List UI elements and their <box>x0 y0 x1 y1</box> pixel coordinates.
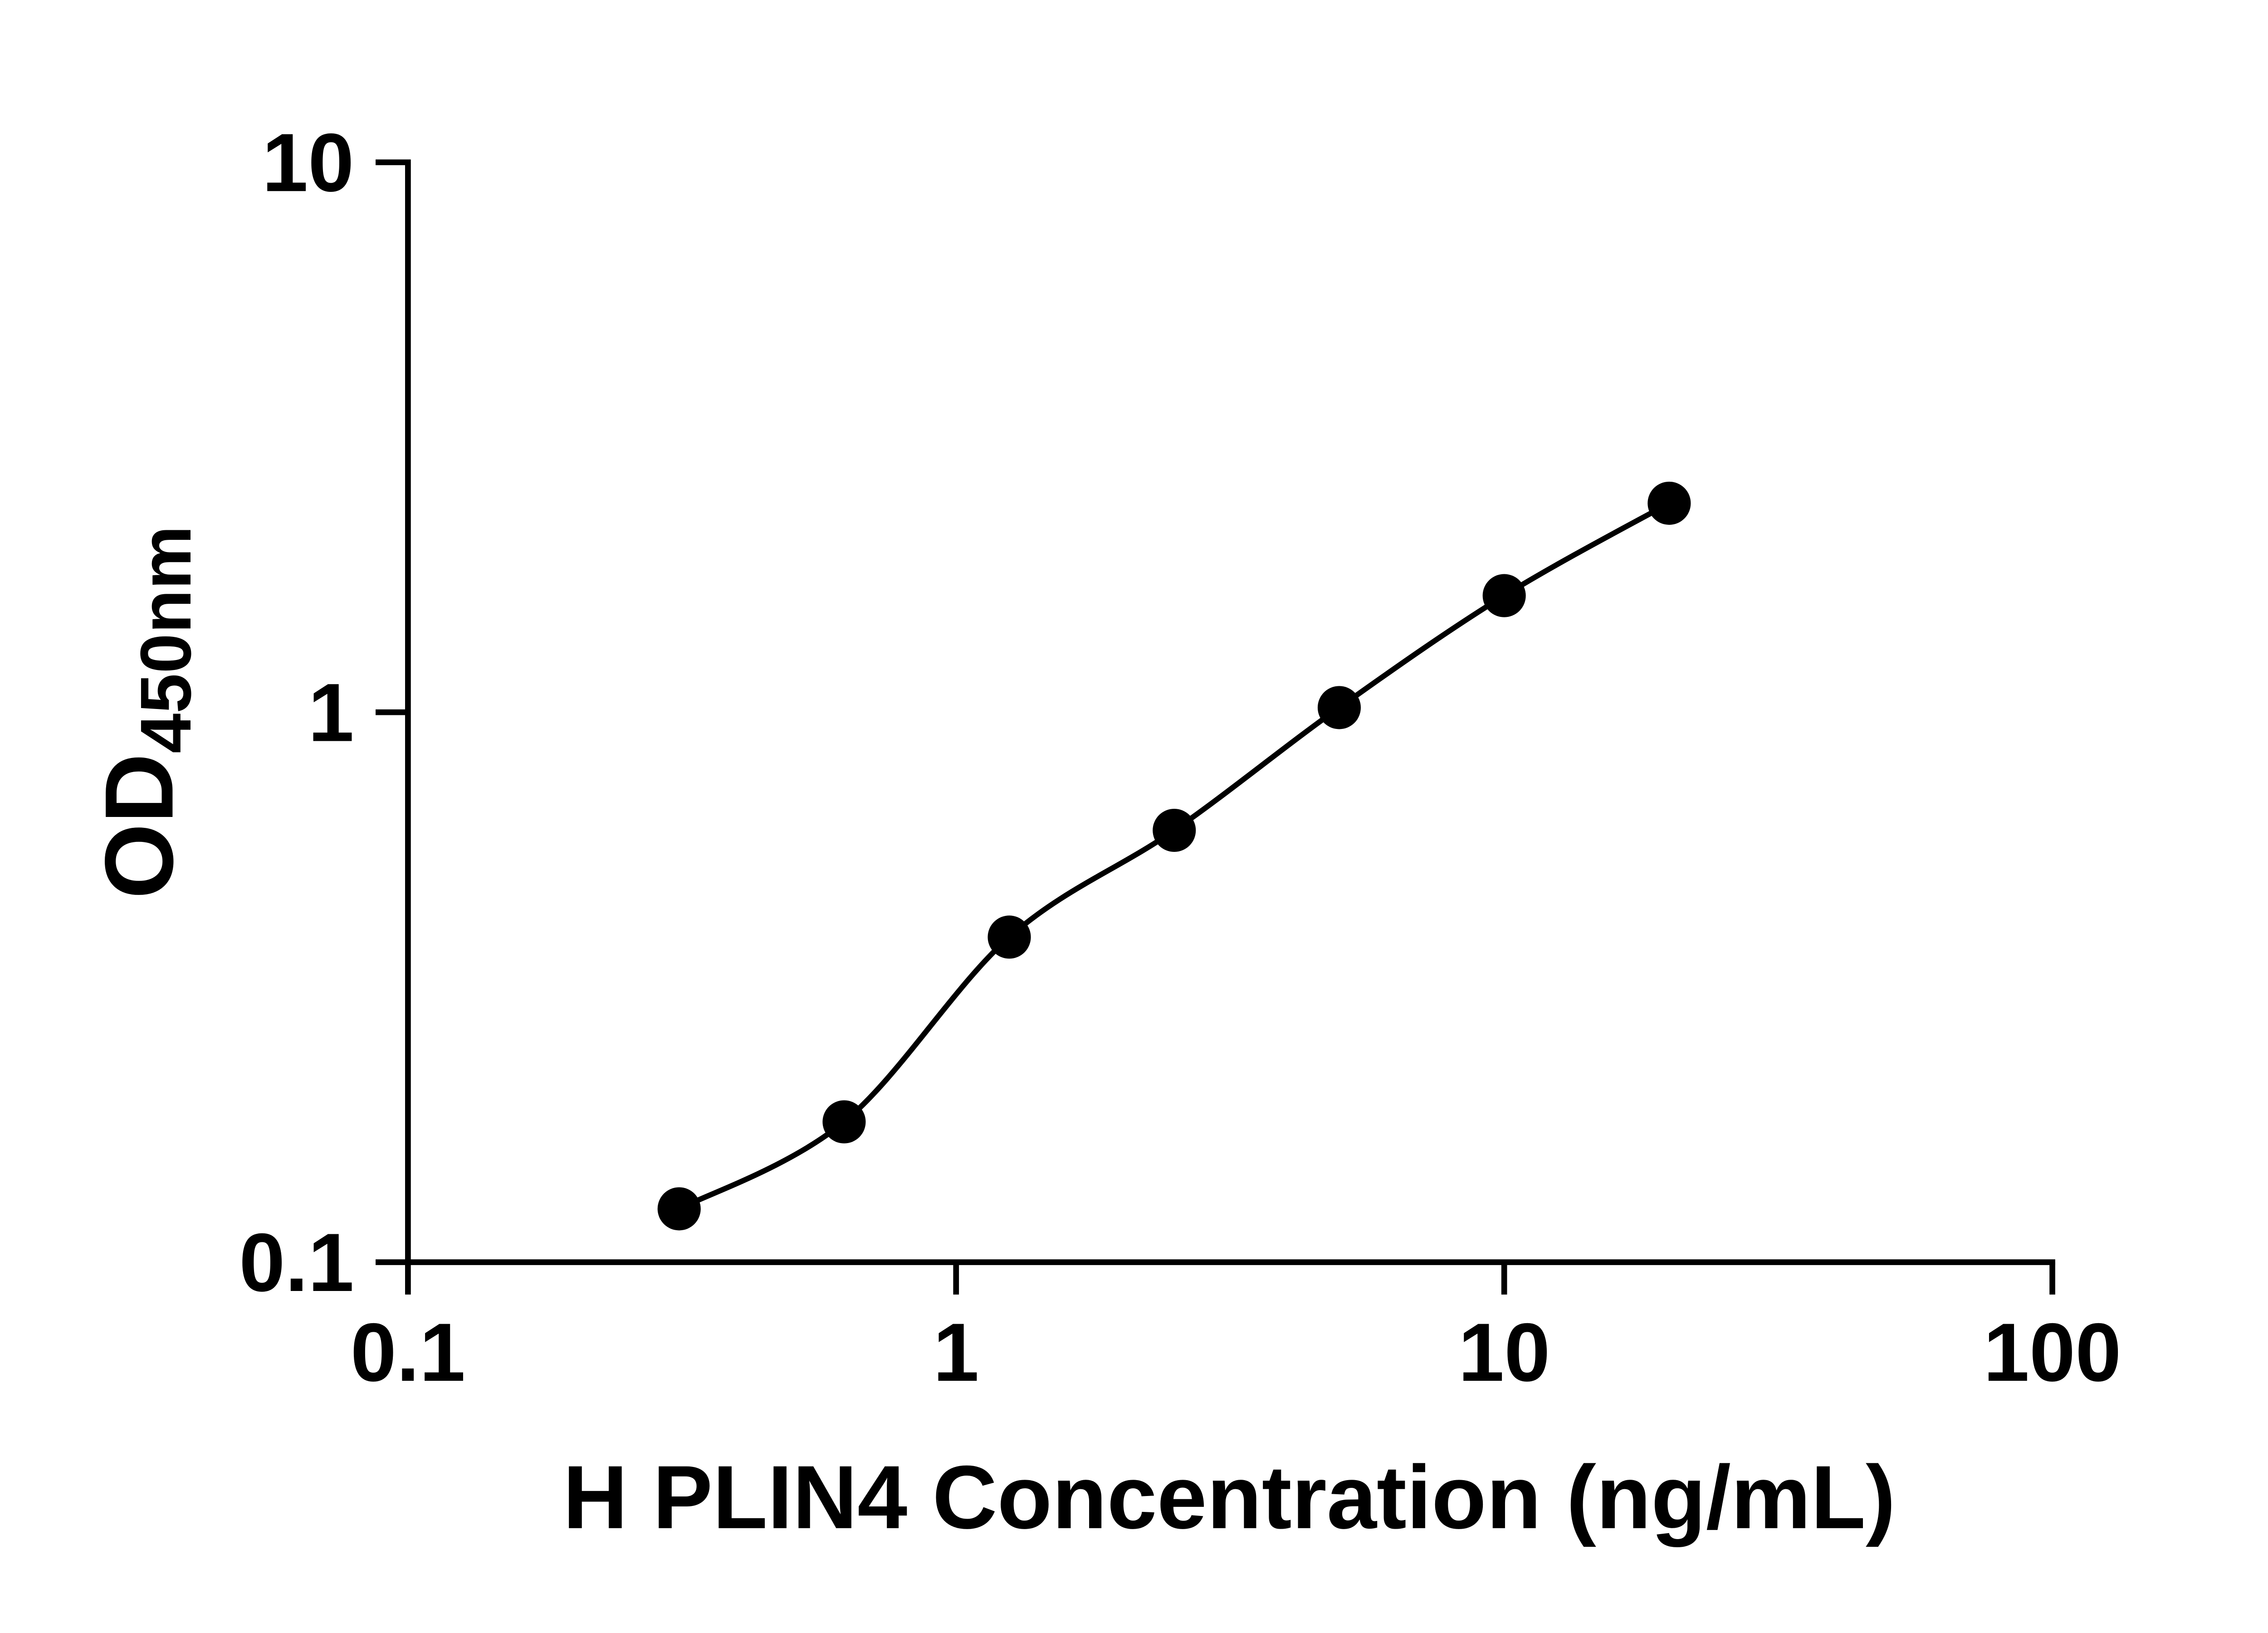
tick-labels: 0.1 1 10 100 0.1 1 10 <box>239 116 2121 1398</box>
data-points <box>657 481 1691 1231</box>
x-tick-label: 1 <box>933 1306 979 1398</box>
x-axis-title: H PLIN4 Concentration (ng/mL) <box>563 1447 1896 1547</box>
data-point <box>1647 481 1691 525</box>
axes <box>405 159 2055 1265</box>
x-tick-label: 0.1 <box>351 1306 465 1398</box>
data-point <box>657 1187 701 1231</box>
data-point <box>987 915 1031 959</box>
x-tick-label: 100 <box>1984 1306 2121 1398</box>
ticks <box>376 159 2055 1295</box>
y-tick-label: 10 <box>262 116 354 209</box>
y-axis-title-main: OD <box>85 753 193 899</box>
data-point <box>822 1100 866 1144</box>
data-point <box>1482 574 1526 617</box>
y-axis-title: OD450nm <box>85 526 206 899</box>
data-point <box>1153 808 1196 852</box>
data-point <box>1317 686 1361 729</box>
y-tick-label: 0.1 <box>239 1216 354 1309</box>
x-tick-label: 10 <box>1458 1306 1550 1398</box>
y-axis-title-subscript: 450nm <box>126 526 206 753</box>
y-tick-label: 1 <box>308 666 354 759</box>
